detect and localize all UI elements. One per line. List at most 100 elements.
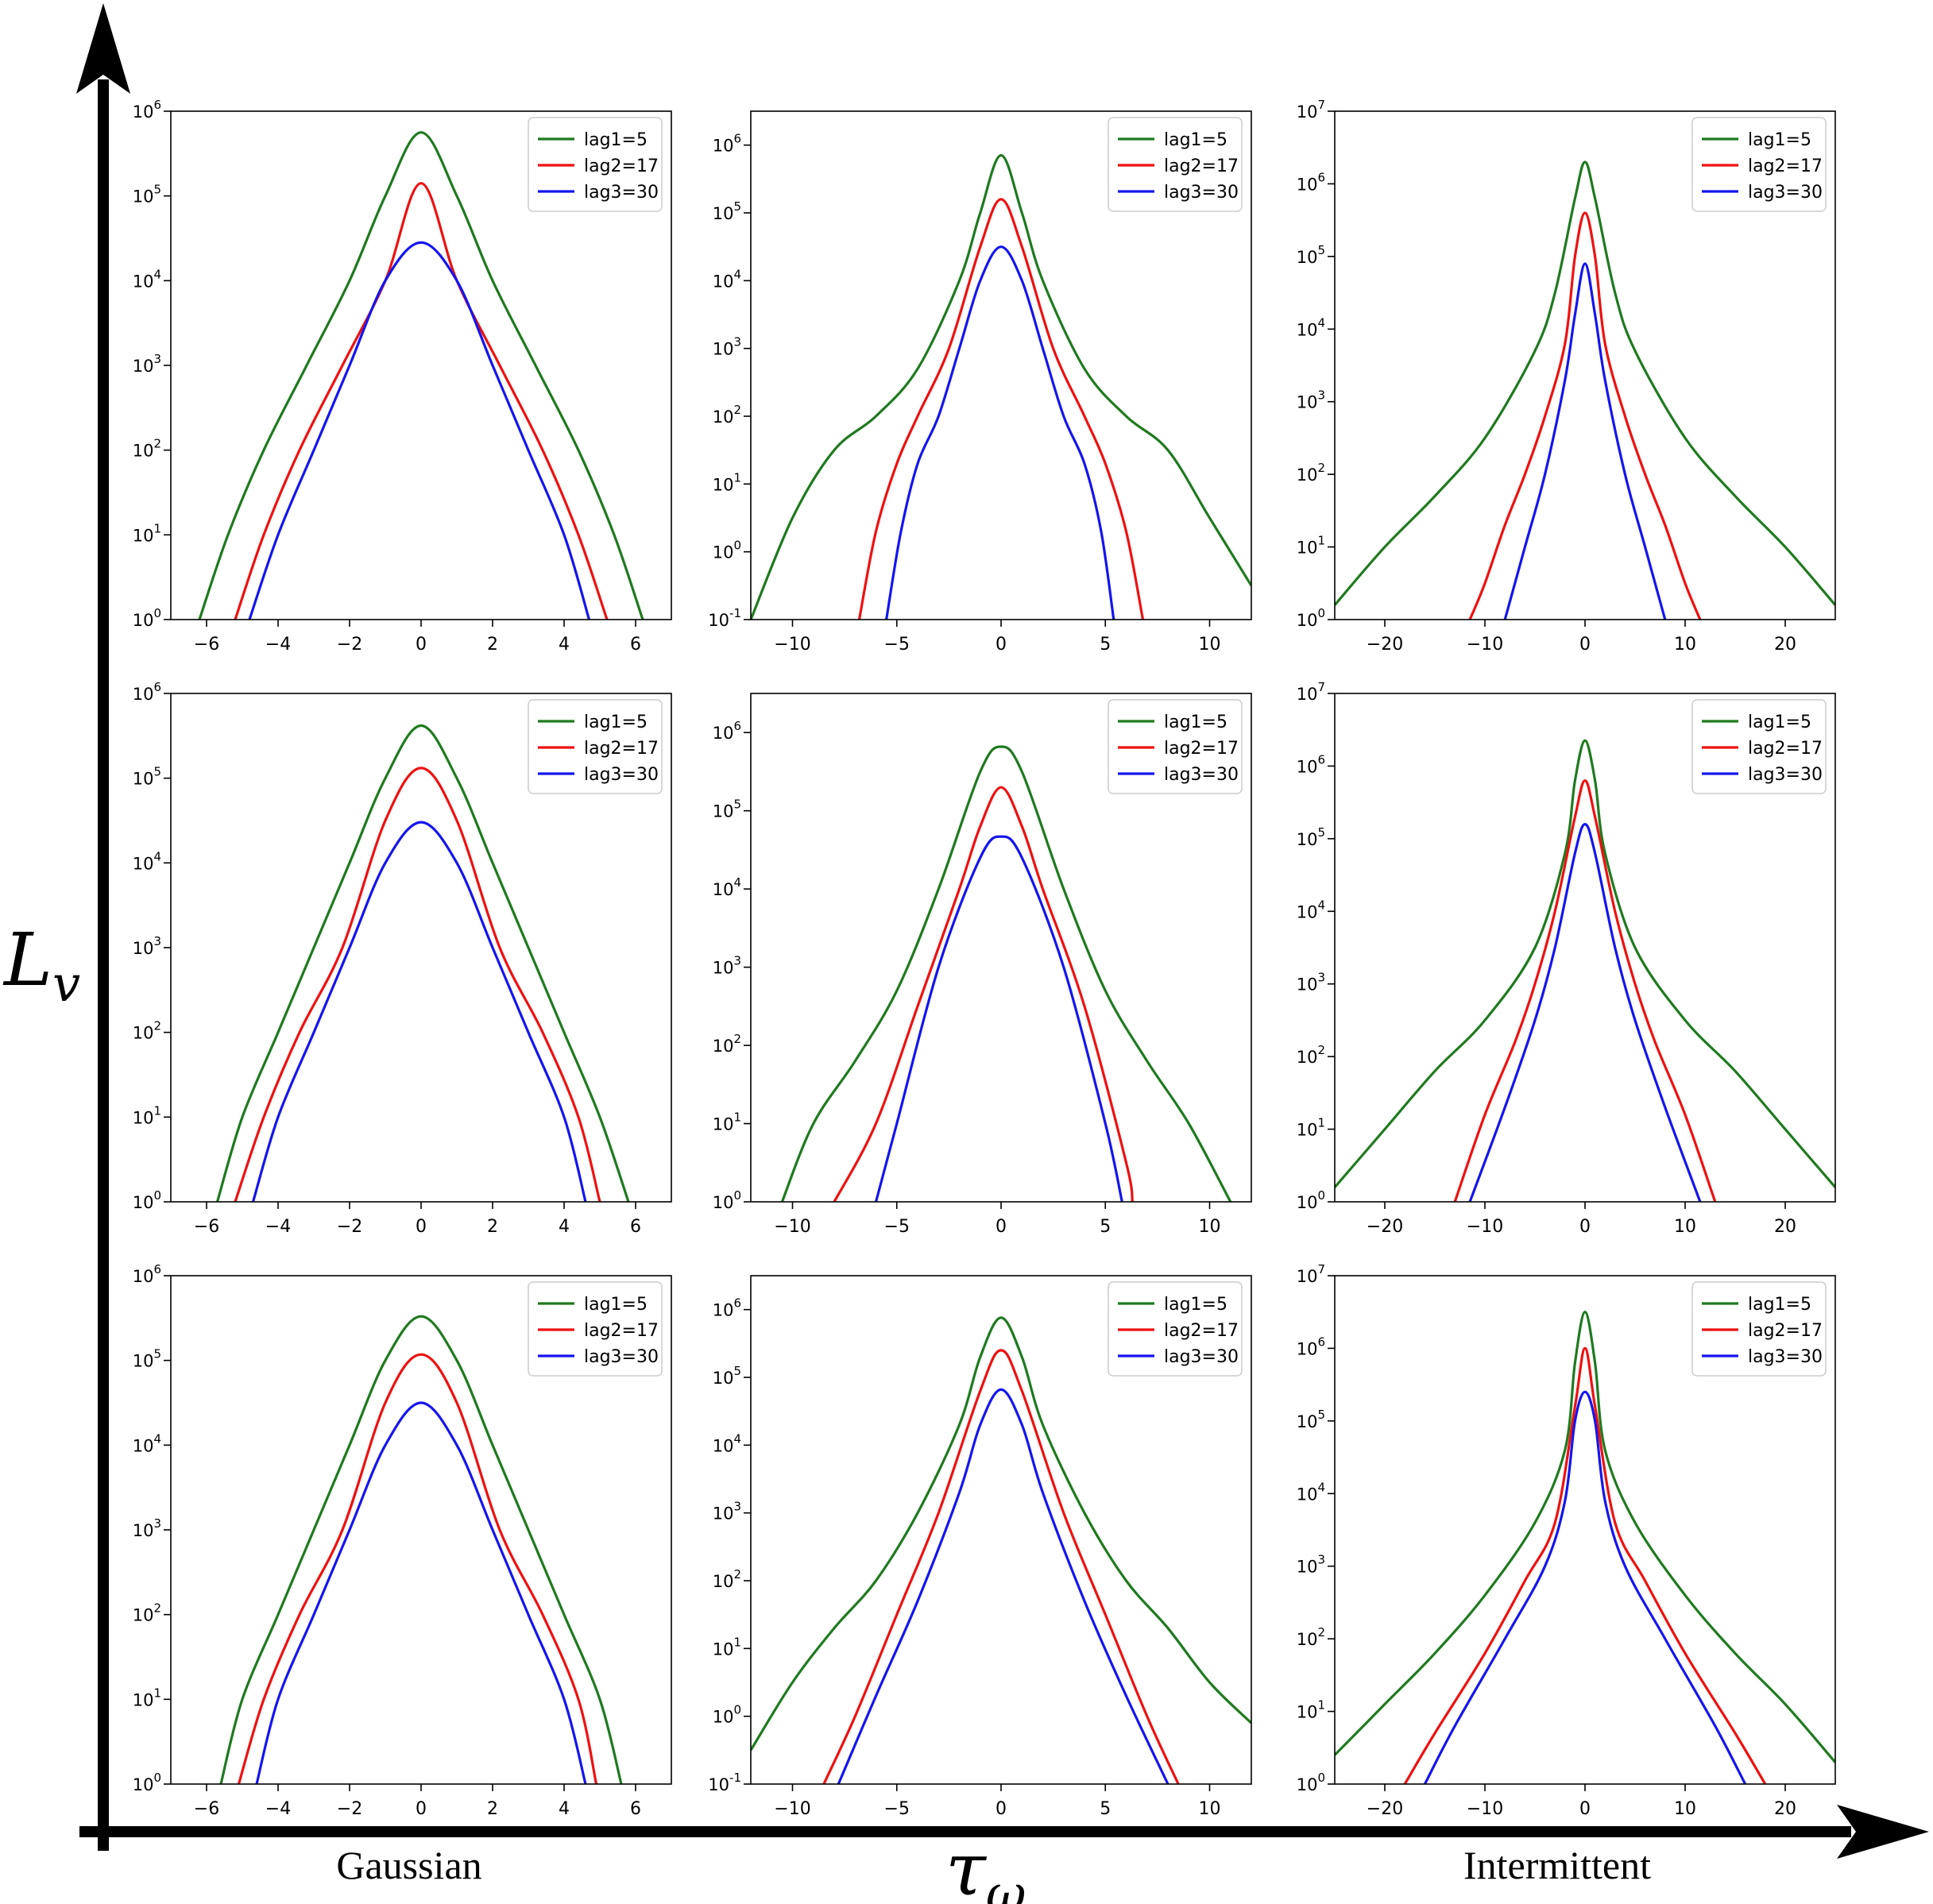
legend: lag1=5 lag2=17 lag3=30 bbox=[1108, 1281, 1243, 1377]
legend-label-lag2: lag2=17 bbox=[1164, 739, 1239, 759]
y-tick-label: 103 bbox=[133, 934, 161, 958]
series-line-lag1 bbox=[215, 724, 630, 1202]
y-tick-base: 10 bbox=[133, 1690, 154, 1709]
y-tick-label: 101 bbox=[133, 1686, 161, 1709]
y-tick-base: 10 bbox=[133, 272, 154, 291]
y-tick-label: 106 bbox=[1297, 752, 1325, 776]
y-tick-label: 101 bbox=[713, 1635, 741, 1659]
y-tick-label: 106 bbox=[713, 1296, 741, 1320]
x-tick-label: −6 bbox=[194, 1217, 219, 1237]
series-line-lag2 bbox=[234, 767, 601, 1202]
legend: lag1=5 lag2=17 lag3=30 bbox=[1691, 1281, 1827, 1377]
y-tick-label: 106 bbox=[713, 719, 741, 743]
y-tick-base: 10 bbox=[713, 1115, 734, 1134]
y-tick-exponent: 0 bbox=[733, 539, 741, 553]
y-tick-label: 101 bbox=[1297, 534, 1325, 558]
y-tick-label: 103 bbox=[133, 1516, 161, 1540]
y-tick-base: 10 bbox=[713, 959, 734, 978]
x-tick-label: 20 bbox=[1774, 1799, 1796, 1819]
y-tick-exponent: 6 bbox=[733, 132, 741, 146]
y-tick-exponent: 7 bbox=[1317, 1262, 1325, 1276]
y-tick-exponent: 1 bbox=[153, 1103, 161, 1118]
y-tick-base: 10 bbox=[713, 1436, 734, 1455]
y-tick-exponent: 3 bbox=[733, 1500, 741, 1514]
x-tick-label: 5 bbox=[1100, 1217, 1111, 1237]
y-tick-exponent: 6 bbox=[733, 719, 741, 733]
y-tick-base: 10 bbox=[713, 407, 734, 427]
y-tick-label: 101 bbox=[133, 521, 161, 545]
x-tick-label: −4 bbox=[265, 635, 291, 655]
y-tick-label: 105 bbox=[1297, 825, 1325, 849]
series-line-lag2 bbox=[1468, 211, 1702, 620]
y-tick-base: 10 bbox=[133, 102, 154, 122]
y-tick-label: 104 bbox=[1297, 1480, 1325, 1504]
series-line-lag3 bbox=[837, 1388, 1169, 1784]
y-tick-exponent: 2 bbox=[1317, 1043, 1325, 1057]
series-line-lag3 bbox=[874, 835, 1123, 1202]
x-tick-label: −4 bbox=[265, 1217, 291, 1237]
y-tick-base: 10 bbox=[133, 939, 154, 958]
y-tick-label: 106 bbox=[713, 132, 741, 156]
y-tick-base: 10 bbox=[1297, 757, 1318, 776]
legend-box bbox=[1691, 699, 1827, 794]
y-tick-label: 105 bbox=[133, 183, 161, 207]
y-tick-base: 10 bbox=[708, 1775, 729, 1794]
y-tick-label: 101 bbox=[133, 1103, 161, 1127]
y-tick-label: 104 bbox=[1297, 315, 1325, 339]
y-tick-base: 10 bbox=[1297, 975, 1318, 994]
y-tick-label: 105 bbox=[1297, 243, 1325, 267]
y-tick-base: 10 bbox=[133, 611, 154, 630]
legend-box bbox=[528, 117, 663, 212]
y-tick-base: 10 bbox=[1297, 1412, 1318, 1431]
y-tick-label: 102 bbox=[133, 1019, 161, 1043]
y-tick-label: 10-1 bbox=[708, 606, 741, 630]
y-tick-exponent: 3 bbox=[153, 352, 161, 366]
x-tick-label: 10 bbox=[1199, 1217, 1221, 1237]
legend: lag1=5 lag2=17 lag3=30 bbox=[1108, 117, 1243, 212]
legend-label-lag1: lag1=5 bbox=[584, 713, 648, 732]
y-tick-base: 10 bbox=[713, 1369, 734, 1388]
y-tick-label: 107 bbox=[1297, 1262, 1325, 1286]
y-tick-base: 10 bbox=[1297, 1267, 1318, 1286]
y-tick-exponent: 4 bbox=[1317, 1480, 1325, 1494]
y-tick-label: 106 bbox=[133, 1262, 161, 1286]
y-tick-base: 10 bbox=[133, 854, 154, 873]
y-tick-exponent: 5 bbox=[733, 798, 741, 812]
y-tick-label: 102 bbox=[133, 437, 161, 461]
y-tick-exponent: 2 bbox=[733, 403, 741, 417]
legend-box bbox=[1691, 117, 1827, 212]
x-tick-label: 20 bbox=[1774, 635, 1796, 655]
y-tick-base: 10 bbox=[1297, 830, 1318, 849]
legend-label-lag2: lag2=17 bbox=[1748, 1321, 1823, 1341]
legend: lag1=5 lag2=17 lag3=30 bbox=[1691, 117, 1827, 212]
legend-label-lag1: lag1=5 bbox=[1748, 713, 1811, 732]
y-tick-exponent: 6 bbox=[1317, 1334, 1325, 1349]
y-tick-label: 104 bbox=[1297, 898, 1325, 921]
y-tick-base: 10 bbox=[133, 1521, 154, 1540]
x-tick-label: 5 bbox=[1100, 1799, 1111, 1819]
x-tick-label: 2 bbox=[487, 1799, 498, 1819]
y-tick-exponent: 5 bbox=[733, 1364, 741, 1378]
x-tick-label: 10 bbox=[1199, 1799, 1221, 1819]
legend-label-lag2: lag2=17 bbox=[1164, 156, 1239, 176]
series-line-lag3 bbox=[885, 245, 1115, 620]
y-tick-exponent: 1 bbox=[733, 470, 741, 485]
y-tick-base: 10 bbox=[713, 137, 734, 156]
y-tick-base: 10 bbox=[713, 1504, 734, 1524]
x-tick-label: 5 bbox=[1100, 635, 1111, 655]
y-tick-base: 10 bbox=[133, 685, 154, 704]
x-tick-label: 4 bbox=[559, 1217, 570, 1237]
y-tick-base: 10 bbox=[133, 1436, 154, 1455]
y-tick-exponent: 3 bbox=[733, 335, 741, 350]
y-tick-base: 10 bbox=[713, 1639, 734, 1659]
y-tick-base: 10 bbox=[1297, 902, 1318, 921]
legend-box bbox=[528, 699, 663, 794]
legend-label-lag1: lag1=5 bbox=[584, 1295, 648, 1315]
legend: lag1=5 lag2=17 lag3=30 bbox=[528, 1281, 663, 1377]
series-line-lag2 bbox=[1403, 1346, 1767, 1784]
y-tick-base: 10 bbox=[1297, 248, 1318, 267]
y-tick-base: 10 bbox=[713, 802, 734, 821]
y-tick-base: 10 bbox=[1297, 1630, 1318, 1649]
series-line-lag1 bbox=[1335, 160, 1835, 606]
